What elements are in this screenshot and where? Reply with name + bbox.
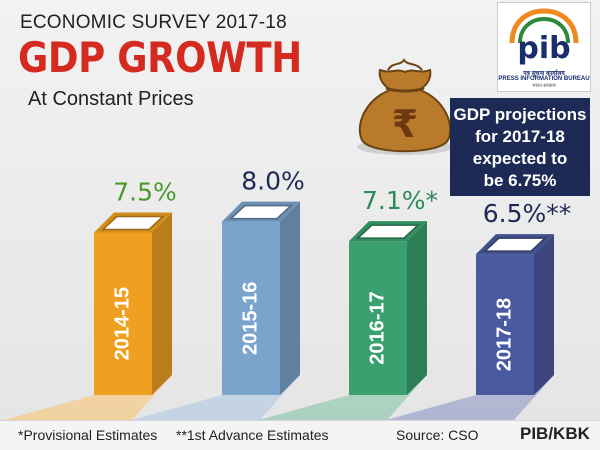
logo-sub-text: भारत सरकार <box>532 83 556 89</box>
footer-bar <box>0 420 600 450</box>
projection-box: GDP projections for 2017-18 expected to … <box>450 98 590 196</box>
bar-cap <box>229 204 293 220</box>
bar-value-label: 7.1%* <box>362 186 438 215</box>
bar-year-label: 2017-18 <box>493 298 515 371</box>
bar-value-label: 6.5%** <box>483 199 572 228</box>
svg-text:₹: ₹ <box>392 102 418 146</box>
bar-side <box>534 234 554 395</box>
survey-heading: ECONOMIC SURVEY 2017-18 <box>20 12 287 33</box>
pib-logo: pib पत्र सूचना कार्यालय PRESS INFORMATIO… <box>497 2 591 92</box>
bar-side <box>280 201 300 395</box>
projection-line-3: expected to <box>472 149 568 168</box>
credit-label: PIB/KBK <box>520 424 590 443</box>
logo-hindi-text: पत्र सूचना कार्यालय <box>523 71 565 77</box>
page-title: GDP GROWTH <box>18 33 302 82</box>
projection-line-2: for 2017-18 <box>475 127 565 146</box>
bar-side <box>407 221 427 395</box>
footnote-advance: **1st Advance Estimates <box>176 427 329 443</box>
source-note: Source: CSO <box>396 427 479 443</box>
logo-brand: pib <box>517 31 570 66</box>
pib-logo-icon: pib <box>509 8 579 66</box>
bar-value-label: 8.0% <box>241 167 305 196</box>
bar <box>349 241 407 395</box>
bar-year-label: 2014-15 <box>111 287 133 360</box>
bar-year-label: 2015-16 <box>239 282 261 355</box>
bar <box>476 254 534 395</box>
bar-cap <box>483 237 547 252</box>
bar-value-label: 7.5% <box>113 177 177 206</box>
bar <box>94 232 152 395</box>
projection-line-4: be 6.75% <box>483 171 557 190</box>
bar-cap <box>101 215 165 231</box>
bar-cap <box>356 224 420 239</box>
logo-english-text: PRESS INFORMATION BUREAU <box>498 76 590 82</box>
footnote-provisional: *Provisional Estimates <box>18 427 158 443</box>
rupee-money-bag-icon: ₹ <box>357 58 453 155</box>
projection-line-1: GDP projections <box>453 105 587 124</box>
subtitle: At Constant Prices <box>28 88 194 110</box>
bar <box>222 221 280 395</box>
bar-side <box>152 212 172 395</box>
bar-year-label: 2016-17 <box>366 291 388 364</box>
